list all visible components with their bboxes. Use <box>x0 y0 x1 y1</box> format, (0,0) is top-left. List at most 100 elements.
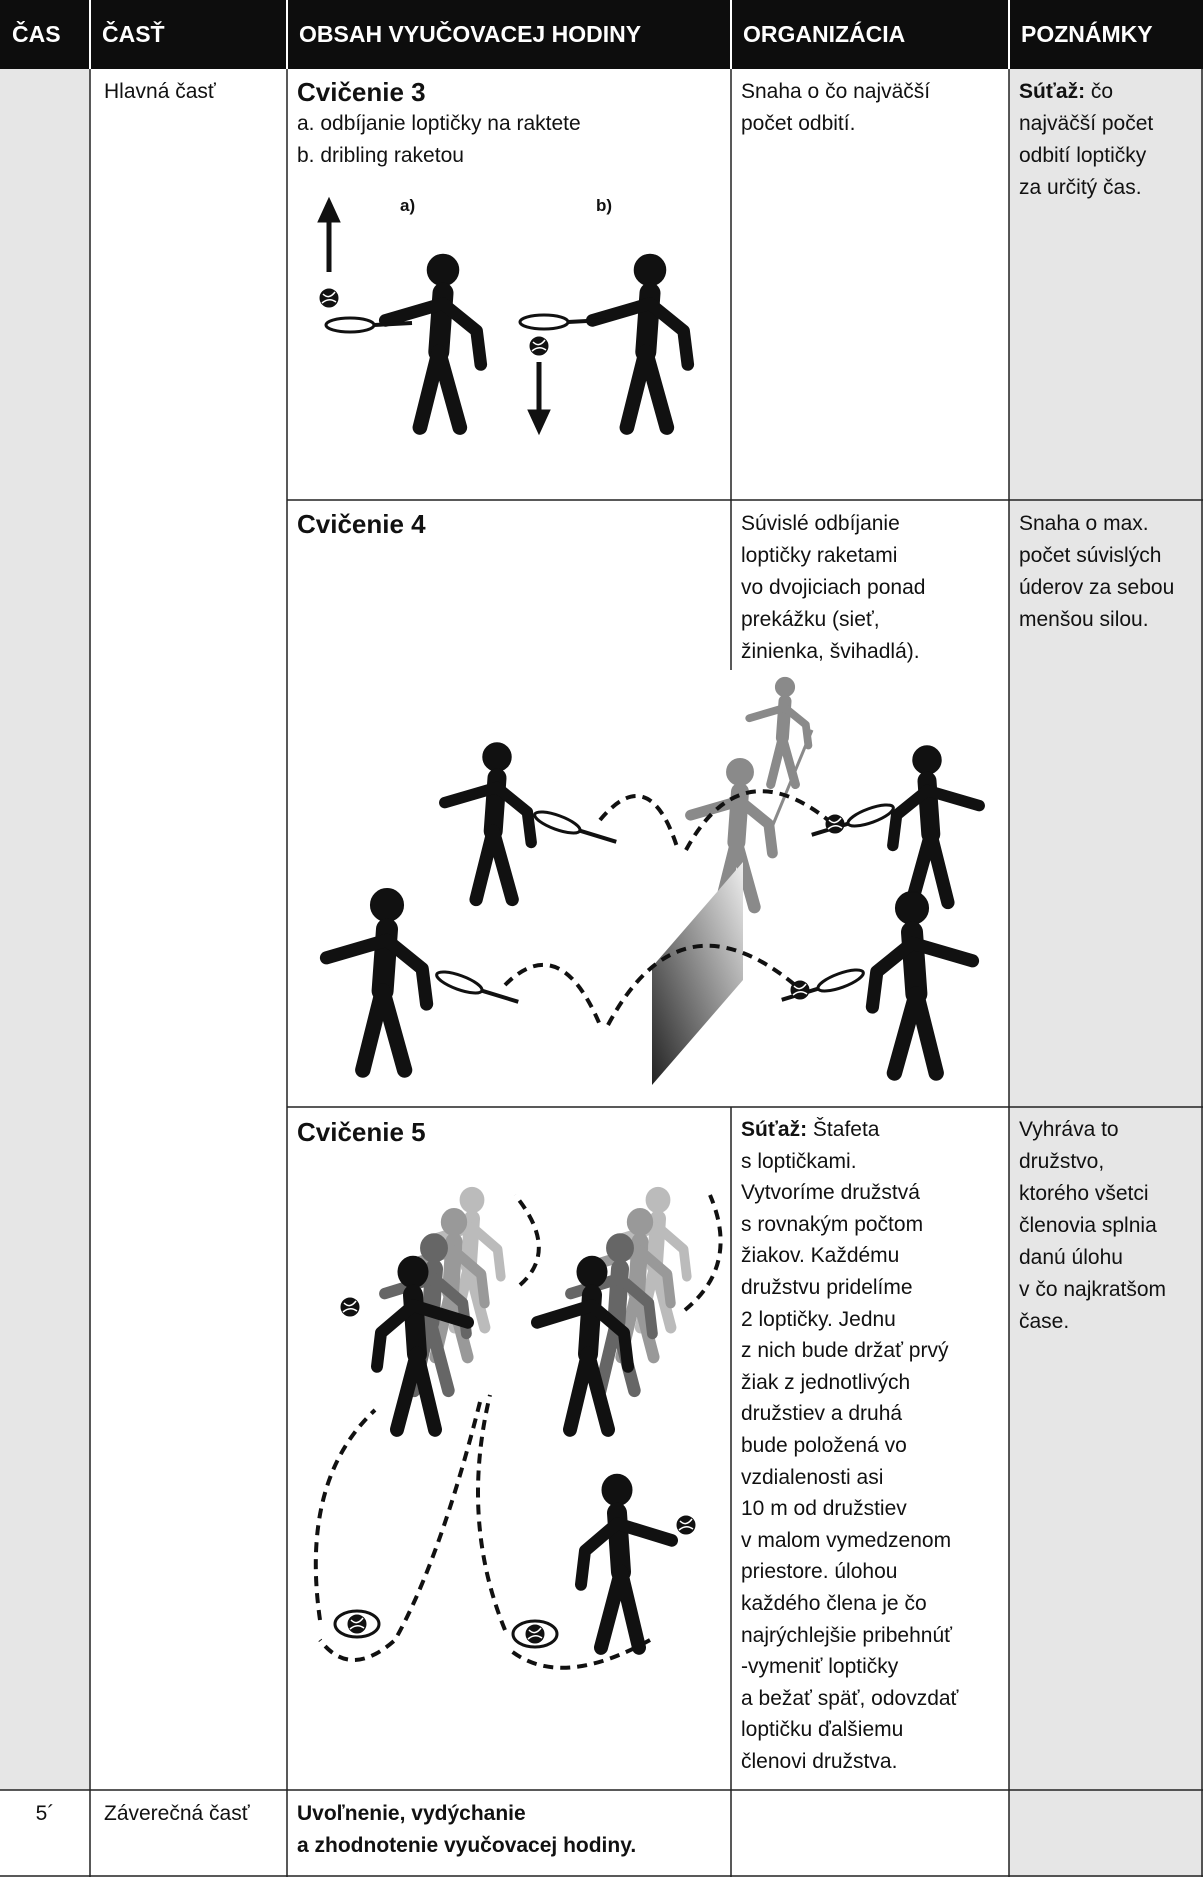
text-line: bude položená vo <box>741 1430 958 1462</box>
text-line: členovia splnia <box>1019 1210 1166 1242</box>
text: družstiev a druhá <box>741 1402 903 1426</box>
text: Štafeta <box>812 1118 880 1141</box>
figure-label: b) <box>596 196 613 215</box>
graphic <box>825 814 845 834</box>
text-line: Snaha o čo najväčší <box>741 76 930 108</box>
graphic <box>327 889 427 1071</box>
graphic <box>581 1474 672 1647</box>
text: Vytvoríme družstvá <box>741 1181 920 1205</box>
organization: Snaha o čo najväčší počet odbití. <box>741 76 930 140</box>
graphic <box>893 746 979 903</box>
graphic <box>508 1638 651 1670</box>
text: Vyhráva to <box>1019 1118 1119 1141</box>
text-line: najväčší počet <box>1019 108 1153 140</box>
graphic <box>317 196 341 223</box>
text: družstvu pridelíme <box>741 1275 913 1299</box>
exercise-title: Cvičenie 5 <box>297 1117 426 1147</box>
text: počet odbití. <box>741 112 856 135</box>
text-line: ktorého všetci <box>1019 1178 1166 1210</box>
exercise-content: Cvičenie 3 a. odbíjanie loptičky na rakt… <box>297 76 581 172</box>
graphic <box>503 789 830 1026</box>
figure-label: a) <box>400 196 416 215</box>
text: menšou silou. <box>1019 608 1149 631</box>
text-line: družstvu pridelíme <box>741 1272 958 1304</box>
header-cell: ČAS <box>12 21 61 47</box>
text: počet súvislých <box>1019 544 1162 567</box>
graphic <box>432 965 522 1013</box>
text-line: žinienka, švihadlá). <box>741 636 925 668</box>
text-line: -vymeniť loptičky <box>741 1651 958 1683</box>
text-line: počet odbití. <box>741 108 930 140</box>
graphic <box>808 798 898 846</box>
text: priestore. úlohou <box>741 1560 898 1584</box>
text: najrýchlejšie pribehnúť <box>741 1623 952 1647</box>
notes: Súťaž: čo najväčší počet odbití loptičky za… <box>1019 76 1153 204</box>
col-bg <box>0 69 90 1790</box>
text: 2 loptičky. Jednu <box>741 1307 896 1331</box>
text: a bežať späť, odovzdať <box>741 1686 959 1710</box>
final-content: Uvoľnenie, vydýchanie a zhodnotenie vyučo… <box>297 1798 636 1862</box>
figure-ex4 <box>327 677 980 1085</box>
text-line: s rovnakým počtom <box>741 1209 958 1241</box>
graphic <box>592 254 688 427</box>
figure-ex3 <box>317 196 688 434</box>
text: Súvislé odbíjanie <box>741 512 900 535</box>
figure-ex5 <box>313 1187 723 1670</box>
text: úderov za sebou <box>1019 576 1175 599</box>
col-bg <box>1009 69 1203 1877</box>
text: Snaha o čo najväčší <box>741 80 931 103</box>
label: Súťaž: <box>741 1118 808 1141</box>
exercise-title: Cvičenie 4 <box>297 509 426 539</box>
organization: Súťaž: Štafeta s loptičkami. Vytvoríme dru… <box>741 1114 958 1777</box>
text: vzdialenosti asi <box>741 1465 884 1489</box>
text: s rovnakým počtom <box>741 1212 924 1236</box>
text-line: žiak z jednotlivých <box>741 1367 958 1399</box>
text: -vymeniť loptičky <box>741 1655 899 1679</box>
text-line: loptičky raketami <box>741 540 925 572</box>
text: žiak z jednotlivých <box>741 1370 911 1394</box>
text-line: loptičku ďalšiemu <box>741 1714 958 1746</box>
text: loptičku ďalšiemu <box>741 1718 904 1742</box>
text-line: vzdialenosti asi <box>741 1462 958 1494</box>
text-line: vo dvojiciach ponad <box>741 572 925 604</box>
text-line: danú úlohu <box>1019 1242 1166 1274</box>
part: Hlavná časť <box>104 80 216 103</box>
notes: Vyhráva to družstvo, ktorého všetci členovi… <box>1019 1114 1166 1338</box>
text-line: s loptičkami. <box>741 1146 958 1178</box>
header-cell: ORGANIZÁCIA <box>743 21 906 47</box>
text-line: Súťaž: Štafeta <box>741 1114 958 1146</box>
text-line: za určitý čas. <box>1019 172 1153 204</box>
text-line: družstiev a druhá <box>741 1398 958 1430</box>
text-line: odbití loptičky <box>1019 140 1153 172</box>
text: žiakov. Každému <box>741 1244 900 1268</box>
text-line: Súťaž: čo <box>1019 76 1153 108</box>
graphic <box>445 743 531 900</box>
text: členovi družstva. <box>741 1749 898 1773</box>
graphic <box>684 789 830 851</box>
text-line: v čo najkratšom <box>1019 1274 1166 1306</box>
text-line: b. dribling raketou <box>297 144 464 167</box>
header-cell: POZNÁMKY <box>1021 21 1153 47</box>
text-line: z nich bude držať prvý <box>741 1335 958 1367</box>
graphic <box>525 1624 545 1644</box>
text: z nich bude držať prvý <box>741 1339 949 1363</box>
text-line: Snaha o max. <box>1019 508 1174 540</box>
graphic <box>683 1194 723 1312</box>
graphic <box>749 677 808 784</box>
text: prekážku (sieť, <box>741 608 880 631</box>
text: s loptičkami. <box>741 1149 857 1173</box>
graphic <box>768 729 814 833</box>
text-line: a. odbíjanie loptičky na raktete <box>297 112 581 135</box>
text-line: úderov za sebou <box>1019 572 1174 604</box>
text-line: Vyhráva to <box>1019 1114 1166 1146</box>
text: za určitý čas. <box>1019 176 1142 199</box>
graphic <box>385 254 481 427</box>
graphic <box>319 288 339 308</box>
graphic <box>313 1193 723 1670</box>
notes: Snaha o max. počet súvislých úderov za seb… <box>1019 508 1174 636</box>
graphic <box>676 1515 696 1535</box>
graphic <box>598 794 680 851</box>
text: ktorého všetci <box>1019 1182 1149 1205</box>
